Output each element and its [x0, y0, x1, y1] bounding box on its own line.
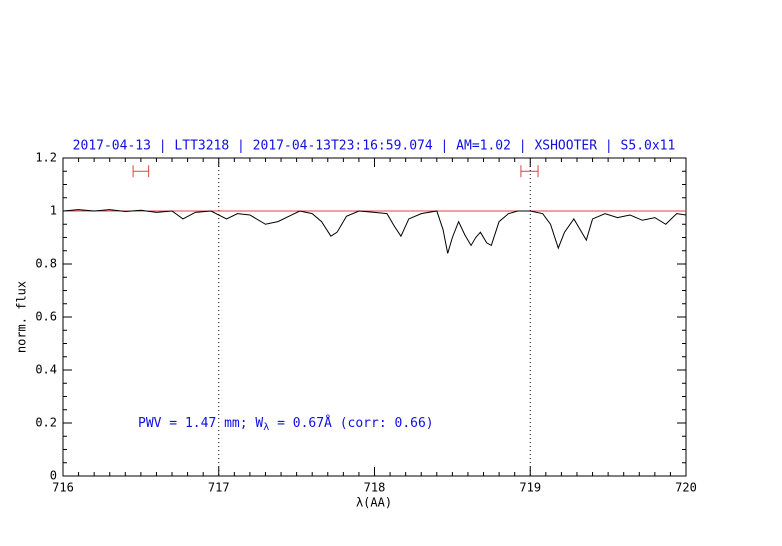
x-tick-label: 717 — [208, 481, 230, 495]
y-axis-label: norm. flux — [15, 281, 29, 353]
y-tick-label: 0.4 — [35, 363, 57, 377]
annotation-part: PWV = 1.47 mm; W — [138, 416, 263, 431]
y-tick-label: 0 — [50, 469, 57, 483]
x-tick-label: 718 — [364, 481, 386, 495]
y-tick-label: 0.8 — [35, 257, 57, 271]
x-tick-label: 716 — [52, 481, 74, 495]
y-tick-label: 0.2 — [35, 416, 57, 430]
x-tick-label: 720 — [675, 481, 697, 495]
annotation-sub: λ — [263, 422, 269, 433]
chart-title: 2017-04-13 | LTT3218 | 2017-04-13T23:16:… — [73, 139, 676, 154]
spectrum-line — [62, 209, 687, 254]
x-tick-label: 719 — [519, 481, 541, 495]
y-tick-label: 1 — [50, 204, 57, 218]
y-tick-label: 1.2 — [35, 151, 57, 165]
annotation: PWV = 1.47 mm; Wλ = 0.67Å (corr: 0.66) — [138, 415, 434, 434]
y-tick-label: 0.6 — [35, 310, 57, 324]
x-axis-label: λ(AA) — [356, 496, 392, 510]
annotation-part: = 0.67Å (corr: 0.66) — [269, 415, 433, 431]
